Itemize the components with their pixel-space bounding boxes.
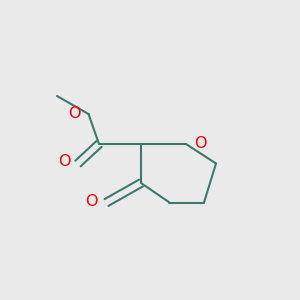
Text: O: O bbox=[85, 194, 98, 208]
Text: O: O bbox=[68, 106, 81, 122]
Text: O: O bbox=[194, 136, 207, 152]
Text: O: O bbox=[58, 154, 70, 169]
